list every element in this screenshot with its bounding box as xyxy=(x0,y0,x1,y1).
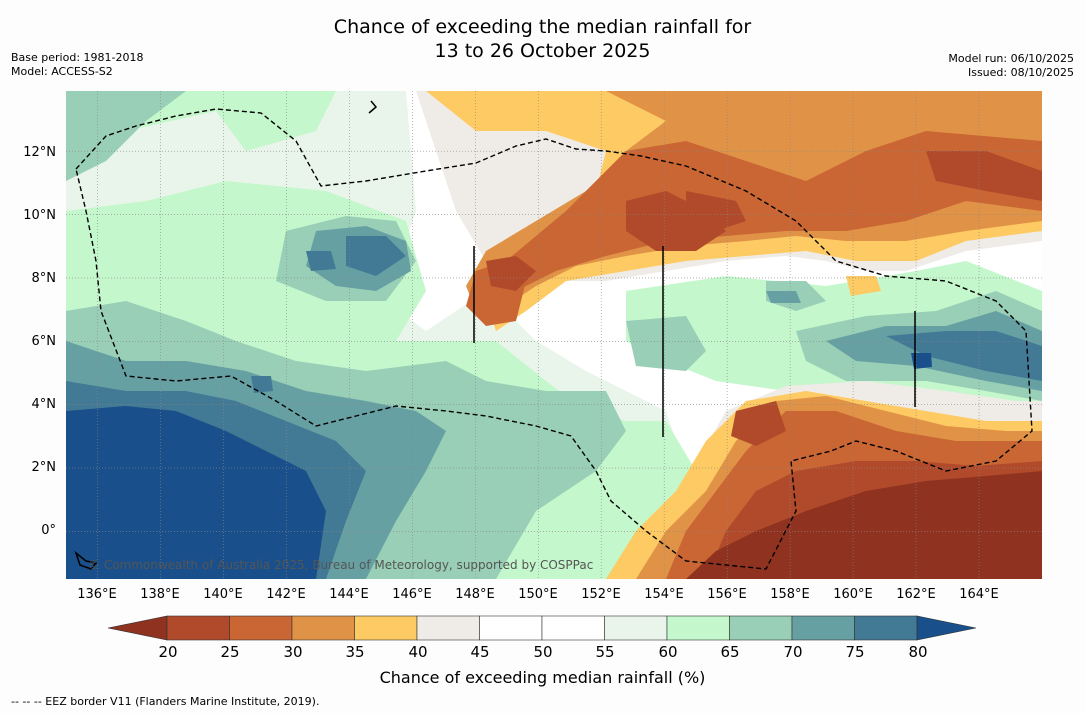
x-tick-164e: 164°E xyxy=(959,587,999,602)
island-marker xyxy=(74,100,916,570)
region-orange-dark-north xyxy=(466,131,1042,326)
colorbar-swatch xyxy=(229,615,293,641)
cb-tick-45: 45 xyxy=(470,643,490,661)
colorbar-swatch xyxy=(854,615,918,641)
cb-tick-50: 50 xyxy=(533,643,553,661)
colorbar-swatch xyxy=(791,615,855,641)
x-tick-154e: 154°E xyxy=(644,587,684,602)
colorbar-extend-high xyxy=(916,615,977,641)
colorbar-swatch xyxy=(166,615,230,641)
y-tick-8n: 8°N xyxy=(31,271,57,286)
cb-tick-75: 75 xyxy=(845,643,865,661)
colorbar-swatch xyxy=(479,615,543,641)
x-tick-144e: 144°E xyxy=(329,587,369,602)
region-blue-deep xyxy=(66,353,932,579)
issued-date: Issued: 08/10/2025 xyxy=(967,66,1074,79)
x-tick-162e: 162°E xyxy=(896,587,936,602)
cb-tick-70: 70 xyxy=(783,643,803,661)
title-line-2: 13 to 26 October 2025 xyxy=(434,40,651,62)
y-tick-4n: 4°N xyxy=(31,397,57,412)
x-tick-136e: 136°E xyxy=(77,587,117,602)
region-deep-brown-south xyxy=(686,471,1042,579)
base-period: Base period: 1981-2018 xyxy=(11,51,144,64)
x-tick-146e: 146°E xyxy=(392,587,432,602)
copyright-text: © Commonwealth of Australia 2025, Bureau… xyxy=(88,558,593,572)
cb-tick-40: 40 xyxy=(408,643,428,661)
x-tick-156e: 156°E xyxy=(707,587,747,602)
y-tick-2n: 2°N xyxy=(31,460,57,475)
colorbar-swatch xyxy=(354,615,418,641)
y-tick-10n: 10°N xyxy=(23,208,56,223)
y-tick-12n: 12°N xyxy=(23,145,56,160)
colorbar-swatches xyxy=(107,615,977,641)
model-name: Model: ACCESS-S2 xyxy=(11,65,113,78)
colorbar xyxy=(107,615,977,641)
colorbar-swatch xyxy=(416,615,480,641)
rainfall-map: © Commonwealth of Australia 2025, Bureau… xyxy=(66,91,1042,579)
x-tick-140e: 140°E xyxy=(203,587,243,602)
x-tick-142e: 142°E xyxy=(266,587,306,602)
x-tick-152e: 152°E xyxy=(581,587,621,602)
eez-footnote: -- -- -- EEZ border V11 (Flanders Marine… xyxy=(11,695,320,708)
cb-tick-35: 35 xyxy=(345,643,365,661)
cb-tick-80: 80 xyxy=(908,643,928,661)
colorbar-swatch xyxy=(541,615,605,641)
cb-tick-30: 30 xyxy=(283,643,303,661)
colorbar-swatch xyxy=(729,615,793,641)
y-tick-0: 0° xyxy=(41,523,56,538)
cb-tick-60: 60 xyxy=(658,643,678,661)
x-tick-150e: 150°E xyxy=(518,587,558,602)
x-tick-138e: 138°E xyxy=(140,587,180,602)
colorbar-extend-low xyxy=(107,615,168,641)
meta-left: Base period: 1981-2018 Model: ACCESS-S2 xyxy=(11,51,143,79)
title-line-1: Chance of exceeding the median rainfall … xyxy=(333,16,752,38)
graticule xyxy=(66,91,1042,579)
model-run: Model run: 06/10/2025 xyxy=(948,52,1074,65)
meta-right: Model run: 06/10/2025 Issued: 08/10/2025 xyxy=(948,52,1074,80)
cb-tick-65: 65 xyxy=(720,643,740,661)
x-tick-148e: 148°E xyxy=(455,587,495,602)
colorbar-swatch xyxy=(291,615,355,641)
colorbar-label: Chance of exceeding median rainfall (%) xyxy=(379,668,706,687)
colorbar-swatch xyxy=(666,615,730,641)
cb-tick-20: 20 xyxy=(158,643,178,661)
x-tick-158e: 158°E xyxy=(770,587,810,602)
x-tick-160e: 160°E xyxy=(833,587,873,602)
colorbar-swatch xyxy=(604,615,668,641)
region-brown-north xyxy=(486,151,1042,291)
map-title: Chance of exceeding the median rainfall … xyxy=(0,15,1085,63)
cb-tick-55: 55 xyxy=(595,643,615,661)
cb-tick-25: 25 xyxy=(220,643,240,661)
y-tick-6n: 6°N xyxy=(31,334,57,349)
eez-border xyxy=(75,108,1033,570)
